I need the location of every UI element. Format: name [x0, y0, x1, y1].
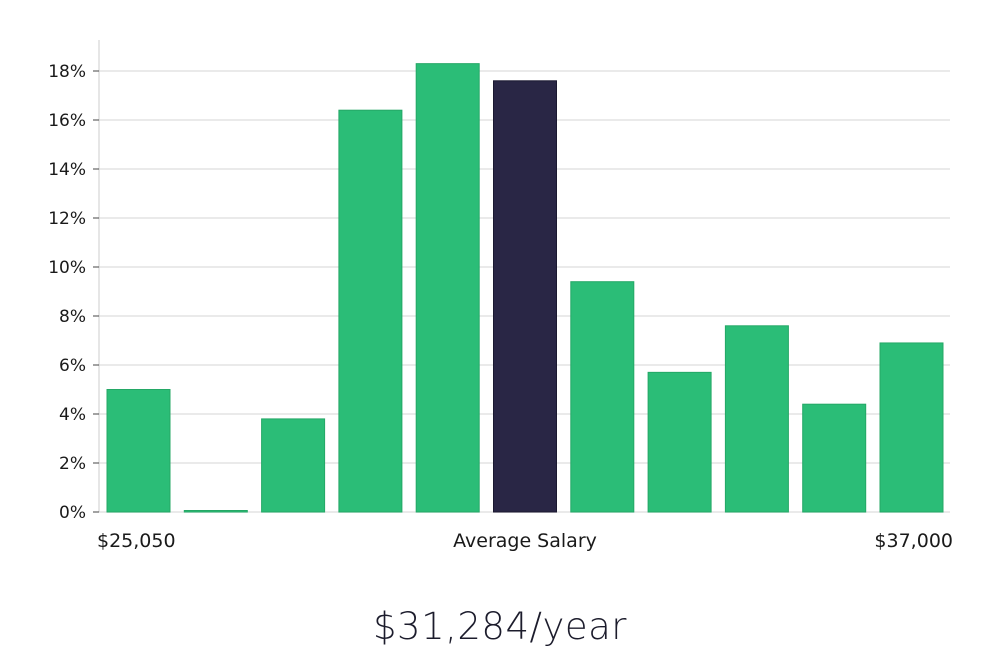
histogram-bar — [647, 371, 712, 513]
y-tick-label: 16% — [48, 111, 86, 131]
x-label-max: $37,000 — [874, 530, 953, 552]
y-tick-label: 18% — [48, 62, 86, 82]
salary-histogram: 0% 2% 4% 6% 8% 10% 12% 14% 16% 18% $25,050 Averag… — [48, 40, 953, 552]
y-axis-ticks: 0% 2% 4% 6% 8% 10% 12% 14% 16% 18% — [48, 62, 99, 523]
x-label-min: $25,050 — [97, 530, 176, 552]
average-salary-value: $31,284/year — [372, 605, 627, 648]
histogram-bar — [415, 63, 480, 513]
bars — [106, 63, 944, 513]
histogram-bar — [879, 342, 944, 513]
histogram-bar — [802, 403, 867, 513]
histogram-bar-average — [493, 80, 557, 513]
histogram-bar — [183, 510, 248, 513]
y-tick-label: 14% — [48, 160, 86, 180]
x-label-average: Average Salary — [453, 530, 597, 552]
y-tick-label: 4% — [59, 405, 86, 425]
y-tick-label: 12% — [48, 209, 86, 229]
y-tick-label: 6% — [59, 356, 86, 376]
histogram-bar — [724, 325, 789, 513]
histogram-bar — [106, 389, 171, 513]
x-axis-labels: $25,050 Average Salary $37,000 — [97, 530, 953, 552]
y-tick-label: 0% — [59, 503, 86, 523]
y-tick-label: 2% — [59, 454, 86, 474]
histogram-bar — [261, 418, 326, 513]
histogram-bar — [570, 281, 635, 513]
y-tick-label: 8% — [59, 307, 86, 327]
histogram-bar — [338, 109, 403, 513]
y-tick-label: 10% — [48, 258, 86, 278]
